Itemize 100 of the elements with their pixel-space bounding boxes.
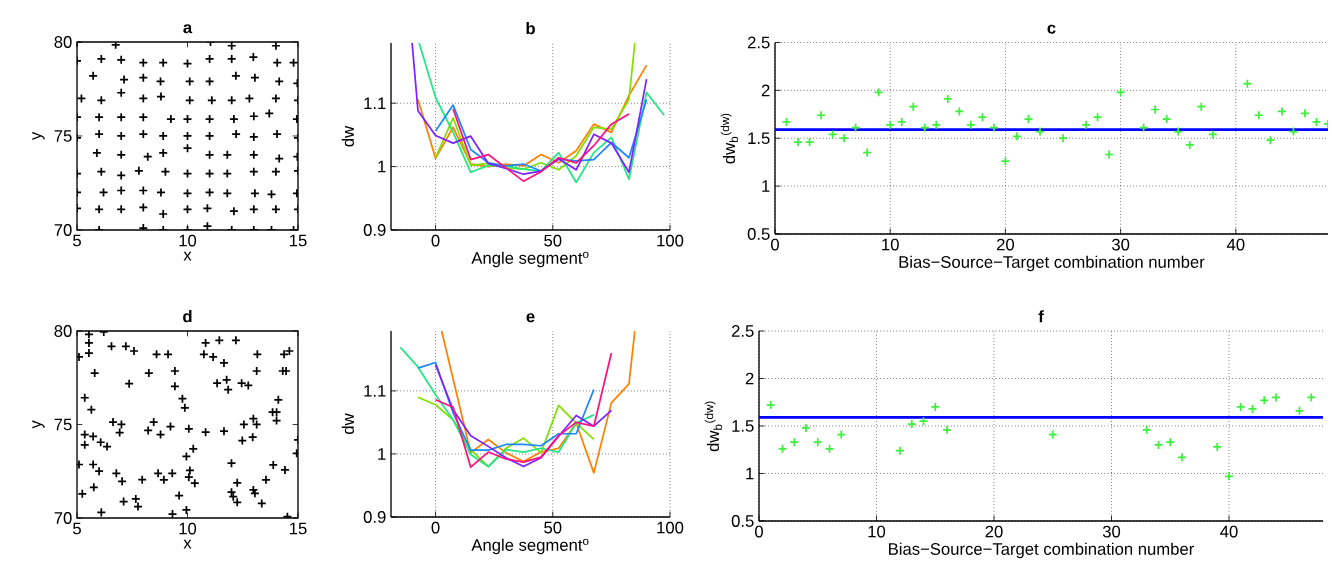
x-axis-title: x (183, 539, 192, 549)
chart-title: e (526, 313, 535, 323)
y-tick-label: 80 (54, 325, 72, 337)
point (816, 110, 826, 121)
point (1138, 122, 1149, 133)
x-tick-label: 30 (1102, 525, 1121, 538)
x-tick-label: 5 (73, 522, 81, 535)
chart-title: d (183, 310, 192, 323)
y-tick-label: 75 (54, 418, 72, 431)
y-tick-label: 2.5 (747, 36, 770, 49)
point (1212, 442, 1223, 452)
point (1224, 471, 1234, 482)
x-axis-title: Bias−Source−Target combination number (899, 255, 1205, 272)
y-tick-label: 1 (762, 180, 770, 192)
point (1058, 133, 1068, 144)
y-tick-label: 1.1 (364, 97, 386, 109)
point (1161, 114, 1172, 124)
point (1254, 110, 1264, 121)
point (895, 445, 905, 456)
point (839, 133, 849, 144)
point (931, 119, 942, 130)
point (765, 400, 776, 410)
y-tick-label: 0.5 (731, 515, 754, 527)
point (1259, 395, 1270, 406)
point (873, 87, 884, 98)
x-tick-label: 0 (431, 521, 440, 534)
point (1184, 140, 1195, 150)
x-tick-label: 15 (290, 234, 307, 247)
y-tick-label: 0.9 (363, 224, 386, 236)
y-tick-label: 1.5 (732, 420, 754, 432)
x-tick-label: 100 (657, 521, 684, 534)
y-tick-label: 1.1 (364, 385, 386, 397)
y-axis-title: dw$_{b}$(dw) (704, 401, 722, 452)
line-series (434, 98, 648, 172)
x-axis-title: Angle segment$^{o}$ (471, 538, 589, 555)
point (789, 437, 800, 447)
y-axis-title: dw (341, 125, 354, 147)
y-tick-label: 1 (746, 467, 754, 480)
line-series (417, 64, 648, 168)
y-axis-title: y (32, 131, 45, 141)
y-tick-label: 2.5 (731, 325, 754, 337)
point (906, 419, 917, 429)
y-tick-label: 2 (761, 84, 770, 97)
x-tick-label: 15 (290, 522, 307, 535)
point (989, 122, 999, 133)
point (793, 137, 803, 147)
point (885, 119, 896, 130)
x-tick-label: 20 (985, 525, 1003, 538)
point (812, 437, 823, 447)
line-series (440, 330, 636, 474)
y-tick-label: 0.5 (747, 228, 770, 240)
x-tick-label: 20 (996, 238, 1015, 251)
point (930, 402, 941, 412)
point (1012, 131, 1022, 142)
x-tick-label: 5 (73, 234, 81, 247)
x-tick-label: 100 (657, 234, 684, 247)
y-tick-label: 70 (54, 224, 72, 236)
x-tick-label: 50 (544, 521, 562, 534)
point (1235, 402, 1246, 412)
y-tick-label: 1 (378, 448, 386, 460)
point (896, 117, 907, 127)
y-tick-label: 80 (54, 36, 72, 48)
line-series (399, 346, 595, 468)
point (942, 424, 952, 435)
point (1242, 78, 1253, 89)
y-axis-title: dw (341, 413, 354, 434)
y-tick-label: 1 (378, 160, 386, 173)
x-axis-title: Bias−Source−Target combination number (889, 542, 1194, 559)
line-series (417, 361, 595, 452)
x-tick-label: 30 (1111, 238, 1130, 251)
point (801, 423, 811, 433)
chart-title: b (526, 22, 535, 35)
y-tick-label: 70 (54, 512, 72, 524)
x-tick-label: 10 (882, 238, 899, 251)
y-tick-label: 2 (745, 372, 754, 385)
point (1177, 452, 1187, 463)
chart-title: c (1047, 24, 1056, 34)
x-tick-label: 50 (544, 234, 562, 247)
x-axis-title: x (183, 251, 192, 261)
x-tick-label: 0 (755, 525, 763, 538)
x-tick-label: 10 (179, 234, 197, 247)
x-tick-label: 10 (179, 522, 197, 535)
y-axis-title: dw$_{b}$(dw) (720, 113, 738, 164)
point (850, 122, 861, 133)
y-tick-label: 1.5 (748, 132, 770, 145)
point (1081, 119, 1091, 130)
x-tick-label: 10 (868, 525, 886, 538)
point (965, 119, 976, 130)
y-tick-label: 0.9 (363, 511, 386, 523)
y-axis-title: y (32, 420, 45, 429)
x-axis-title: Angle segment$^{o}$ (471, 251, 589, 268)
y-tick-label: 75 (54, 130, 72, 142)
x-tick-label: 0 (771, 238, 779, 251)
line-series (434, 42, 636, 171)
x-tick-label: 40 (1220, 525, 1238, 538)
x-tick-label: 0 (431, 234, 440, 247)
x-tick-label: 40 (1226, 238, 1245, 251)
point (942, 94, 953, 104)
chart-title: f (1038, 310, 1044, 323)
point (1141, 424, 1152, 435)
